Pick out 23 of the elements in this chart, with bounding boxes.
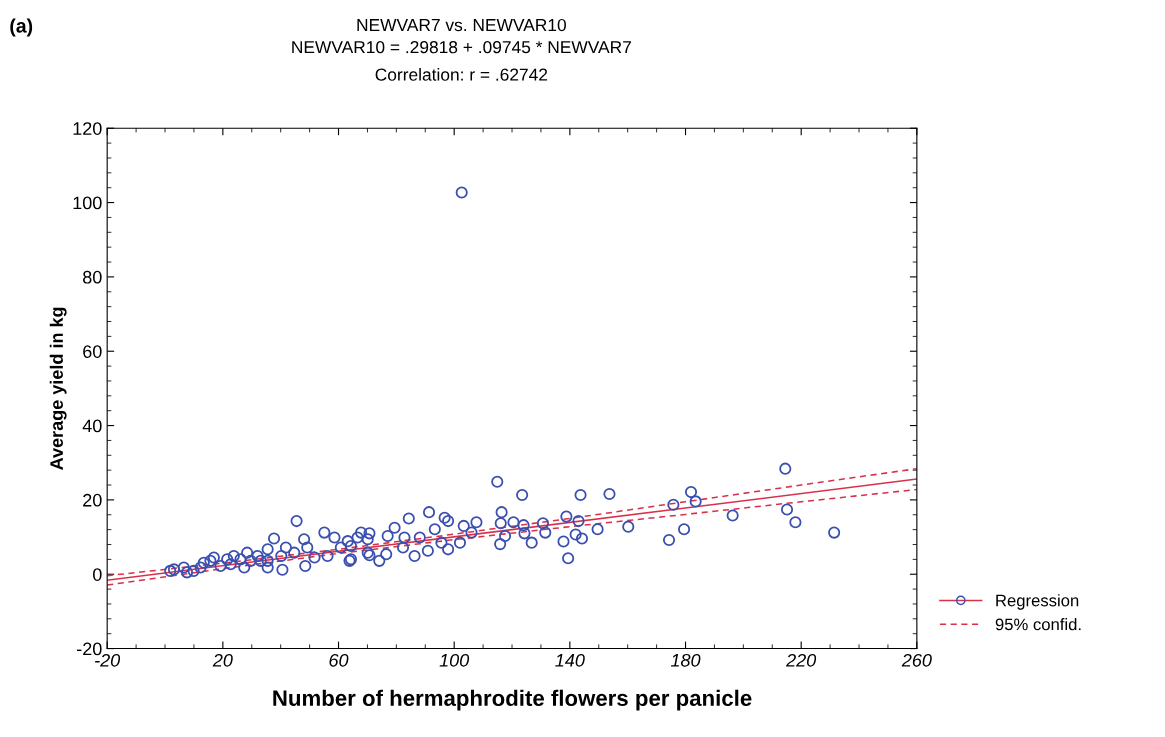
x-axis-title: Number of hermaphrodite flowers per panicle — [273, 689, 752, 711]
x-tick-label: 100 — [439, 653, 470, 667]
y-tick-label: 0 — [92, 568, 102, 581]
y-tick-label: 80 — [83, 270, 102, 284]
x-tick-label: 180 — [670, 653, 701, 667]
x-tick-label: 260 — [901, 653, 932, 667]
x-tick-label: 60 — [329, 653, 349, 667]
y-tick-label: 40 — [82, 419, 102, 433]
y-tick-label: -20 — [77, 642, 102, 656]
x-tick-label: 140 — [555, 653, 585, 667]
y-axis-title: Average yield in kg — [49, 307, 67, 470]
x-tick-label: 20 — [212, 653, 233, 667]
text: (a) — [10, 18, 33, 37]
x-tick-label: -20 — [95, 653, 121, 667]
chart-title: NEWVAR7 vs. NEWVAR10 — [357, 18, 566, 32]
legend-label: Regression — [996, 594, 1079, 610]
y-tick-label: 20 — [83, 493, 102, 507]
y-tick-label: 120 — [73, 122, 102, 135]
chart-subtitle: NEWVAR10 = .29818 + .09745 * NEWVAR7 Correlation: r = .62742 — [292, 40, 631, 81]
y-tick-label: 100 — [73, 196, 102, 210]
y-tick-label: 60 — [83, 345, 102, 358]
x-tick-label: 220 — [786, 653, 817, 667]
legend-label: 95% confid. — [995, 618, 1081, 631]
